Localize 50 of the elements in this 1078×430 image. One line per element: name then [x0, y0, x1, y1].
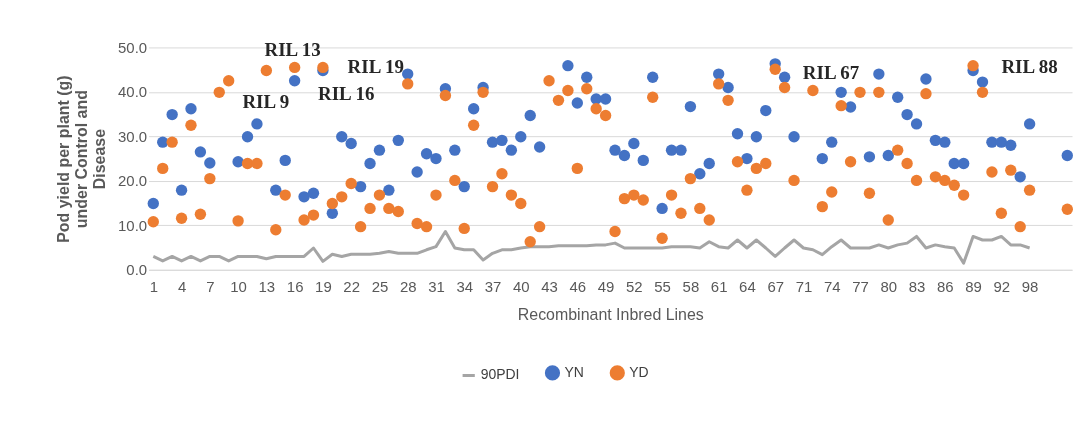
x-tick-label: 25 [371, 278, 389, 296]
x-tick-label: 77 [852, 278, 869, 296]
x-tick-label: 4 [177, 278, 187, 296]
line-series [151, 230, 1032, 265]
y-axis-title: Pod yield per plant (g) under Control and Disease [55, 75, 109, 243]
x-tick-label: 34 [456, 278, 474, 296]
x-tick-label: 86 [937, 278, 954, 296]
y-tick-label: 10.0 [118, 216, 148, 234]
annotation: RIL 9 [242, 91, 290, 113]
x-tick-label: 46 [569, 278, 587, 296]
x-tick-label: 16 [286, 278, 304, 296]
x-tick-label: 55 [654, 278, 671, 296]
x-tick-label: 13 [258, 278, 276, 296]
x-tick-label: 22 [343, 278, 360, 296]
x-tick-label: 43 [541, 278, 558, 296]
x-axis-title: Recombinant Inbred Lines [517, 306, 704, 324]
x-tick-label: 83 [908, 278, 926, 296]
y-tick-label: 40.0 [118, 83, 148, 101]
y-tick-label: 20.0 [118, 172, 148, 190]
x-tick-label: 67 [767, 278, 785, 296]
y-tick-label: 50.0 [118, 38, 148, 56]
annotation: RIL 19 [347, 56, 404, 78]
x-tick-label: 1 [149, 278, 158, 296]
annotation: RIL 88 [1001, 56, 1058, 78]
y-tick-label: 0.0 [126, 261, 148, 279]
x-tick-label: 61 [710, 278, 728, 296]
x-tick-label: 31 [428, 278, 445, 296]
x-tick-label: 37 [484, 278, 502, 296]
legend-label: 90PDI [480, 366, 520, 383]
x-tick-label: 52 [626, 278, 643, 296]
x-tick-label: 10 [230, 278, 247, 296]
x-tick-label: 89 [965, 278, 982, 296]
x-tick-label: 58 [682, 278, 700, 296]
x-tick-label: 40 [512, 278, 530, 296]
x-tick-label: 74 [823, 278, 841, 296]
x-tick-label: 98 [1021, 278, 1039, 296]
x-tick-label: 71 [795, 278, 813, 296]
annotation: RIL 67 [802, 62, 860, 84]
x-tick-label: 49 [597, 278, 615, 296]
x-tick-label: 28 [399, 278, 417, 296]
x-tick-label: 64 [739, 278, 756, 296]
legend-label: YN [564, 363, 584, 380]
x-tick-label: 7 [206, 278, 215, 296]
legend-label: YD [629, 363, 649, 380]
x-tick-label: 80 [880, 278, 898, 296]
y-tick-label: 30.0 [118, 127, 148, 145]
x-tick-label: 19 [315, 278, 332, 296]
annotation: RIL 16 [318, 83, 375, 105]
annotation: RIL 13 [264, 38, 321, 60]
x-tick-label: 92 [993, 278, 1011, 296]
